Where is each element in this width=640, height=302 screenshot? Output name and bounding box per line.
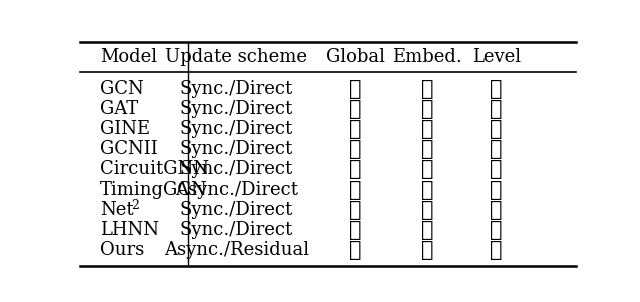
Text: Net: Net [100, 201, 134, 219]
Text: Embed.: Embed. [392, 48, 462, 66]
Text: ✗: ✗ [421, 79, 433, 98]
Text: Update scheme: Update scheme [165, 48, 307, 66]
Text: Sync./Direct: Sync./Direct [180, 160, 293, 178]
Text: ✓: ✓ [490, 240, 503, 260]
Text: Async./Direct: Async./Direct [175, 181, 298, 199]
Text: ✗: ✗ [421, 119, 433, 139]
Text: Level: Level [472, 48, 521, 66]
Text: ✗: ✗ [421, 139, 433, 159]
Text: ✗: ✗ [349, 79, 362, 98]
Text: GCN: GCN [100, 79, 143, 98]
Text: GINE: GINE [100, 120, 150, 138]
Text: GCNII: GCNII [100, 140, 157, 158]
Text: Sync./Direct: Sync./Direct [180, 120, 293, 138]
Text: ✗: ✗ [421, 180, 433, 200]
Text: ✓: ✓ [349, 240, 362, 260]
Text: ✓: ✓ [349, 200, 362, 220]
Text: ✗: ✗ [490, 200, 503, 220]
Text: LHNN: LHNN [100, 221, 159, 239]
Text: Async./Residual: Async./Residual [164, 241, 309, 259]
Text: Sync./Direct: Sync./Direct [180, 79, 293, 98]
Text: ✗: ✗ [490, 220, 503, 240]
Text: ✗: ✗ [490, 119, 503, 139]
Text: ✗: ✗ [490, 99, 503, 119]
Text: ✗: ✗ [421, 99, 433, 119]
Text: ✗: ✗ [490, 180, 503, 200]
Text: ✗: ✗ [349, 139, 362, 159]
Text: ✓: ✓ [421, 200, 433, 220]
Text: ✗: ✗ [490, 159, 503, 179]
Text: Ours: Ours [100, 241, 144, 259]
Text: ✗: ✗ [490, 79, 503, 98]
Text: ✓: ✓ [349, 180, 362, 200]
Text: ✗: ✗ [421, 159, 433, 179]
Text: ✗: ✗ [349, 119, 362, 139]
Text: Sync./Direct: Sync./Direct [180, 100, 293, 118]
Text: ✗: ✗ [490, 139, 503, 159]
Text: 2: 2 [132, 199, 140, 212]
Text: GAT: GAT [100, 100, 138, 118]
Text: ✗: ✗ [421, 220, 433, 240]
Text: Model: Model [100, 48, 157, 66]
Text: ✗: ✗ [349, 220, 362, 240]
Text: ✗: ✗ [349, 159, 362, 179]
Text: Global: Global [326, 48, 385, 66]
Text: ✗: ✗ [349, 99, 362, 119]
Text: ✓: ✓ [421, 240, 433, 260]
Text: Sync./Direct: Sync./Direct [180, 140, 293, 158]
Text: Sync./Direct: Sync./Direct [180, 221, 293, 239]
Text: TimingGCN: TimingGCN [100, 181, 207, 199]
Text: Sync./Direct: Sync./Direct [180, 201, 293, 219]
Text: CircuitGNN: CircuitGNN [100, 160, 209, 178]
